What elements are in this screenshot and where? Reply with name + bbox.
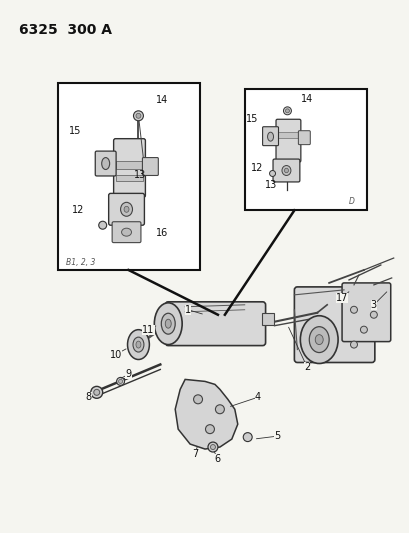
FancyBboxPatch shape <box>112 222 141 243</box>
Ellipse shape <box>285 109 289 113</box>
Text: 1: 1 <box>184 305 191 315</box>
Ellipse shape <box>121 228 131 236</box>
FancyBboxPatch shape <box>108 193 144 225</box>
Ellipse shape <box>136 341 141 348</box>
Ellipse shape <box>165 319 171 328</box>
Ellipse shape <box>269 171 275 176</box>
Bar <box>115 160 143 168</box>
Ellipse shape <box>205 425 214 434</box>
Text: 14: 14 <box>156 95 168 105</box>
FancyBboxPatch shape <box>341 283 390 342</box>
Ellipse shape <box>281 166 290 175</box>
FancyBboxPatch shape <box>298 131 310 144</box>
Ellipse shape <box>99 221 106 229</box>
Text: 12: 12 <box>250 163 262 173</box>
Ellipse shape <box>124 206 129 212</box>
FancyBboxPatch shape <box>275 119 300 162</box>
Ellipse shape <box>136 114 141 118</box>
Text: 15: 15 <box>69 126 81 136</box>
Ellipse shape <box>90 386 102 398</box>
Ellipse shape <box>120 203 132 216</box>
FancyBboxPatch shape <box>165 302 265 345</box>
FancyBboxPatch shape <box>294 287 374 362</box>
Bar <box>277 132 299 138</box>
Ellipse shape <box>94 389 99 395</box>
Ellipse shape <box>369 311 376 318</box>
Ellipse shape <box>133 111 143 121</box>
Ellipse shape <box>300 316 337 364</box>
Text: 15: 15 <box>245 114 257 124</box>
Text: 5: 5 <box>274 431 280 441</box>
Text: 10: 10 <box>109 350 121 360</box>
Text: 4: 4 <box>254 392 260 402</box>
Ellipse shape <box>116 377 124 385</box>
FancyBboxPatch shape <box>113 139 145 197</box>
Ellipse shape <box>118 379 122 383</box>
FancyBboxPatch shape <box>95 151 116 176</box>
Ellipse shape <box>215 405 224 414</box>
PathPatch shape <box>175 379 237 449</box>
Ellipse shape <box>284 168 288 173</box>
Ellipse shape <box>210 445 215 449</box>
Text: 11: 11 <box>142 325 154 335</box>
Ellipse shape <box>207 442 217 452</box>
Ellipse shape <box>283 107 291 115</box>
Text: 3: 3 <box>370 300 376 310</box>
Ellipse shape <box>101 158 109 169</box>
FancyBboxPatch shape <box>142 158 158 175</box>
Ellipse shape <box>308 327 328 352</box>
Bar <box>261 313 273 325</box>
Text: 12: 12 <box>72 205 84 215</box>
Text: 7: 7 <box>191 449 198 459</box>
FancyBboxPatch shape <box>272 159 299 182</box>
Text: 6325  300 A: 6325 300 A <box>19 23 112 37</box>
Text: D: D <box>348 197 354 206</box>
Text: 9: 9 <box>125 369 131 379</box>
Ellipse shape <box>161 313 175 334</box>
Text: 16: 16 <box>156 228 168 238</box>
Text: 13: 13 <box>265 181 277 190</box>
Ellipse shape <box>350 341 357 348</box>
Text: 13: 13 <box>134 171 146 181</box>
Bar <box>58 83 200 270</box>
Ellipse shape <box>154 303 182 345</box>
Text: 17: 17 <box>335 293 347 303</box>
Ellipse shape <box>267 132 273 141</box>
FancyBboxPatch shape <box>262 127 278 146</box>
Ellipse shape <box>350 306 357 313</box>
Ellipse shape <box>315 335 322 345</box>
Bar <box>115 175 143 181</box>
Text: 2: 2 <box>303 362 310 373</box>
Bar <box>244 89 366 211</box>
Ellipse shape <box>133 337 144 352</box>
Ellipse shape <box>360 326 366 333</box>
Ellipse shape <box>243 433 252 441</box>
Text: B1, 2, 3: B1, 2, 3 <box>66 258 95 267</box>
Text: 6: 6 <box>214 454 220 464</box>
Ellipse shape <box>127 330 149 360</box>
Ellipse shape <box>193 395 202 404</box>
Text: 14: 14 <box>301 94 312 104</box>
Text: 8: 8 <box>85 392 92 402</box>
